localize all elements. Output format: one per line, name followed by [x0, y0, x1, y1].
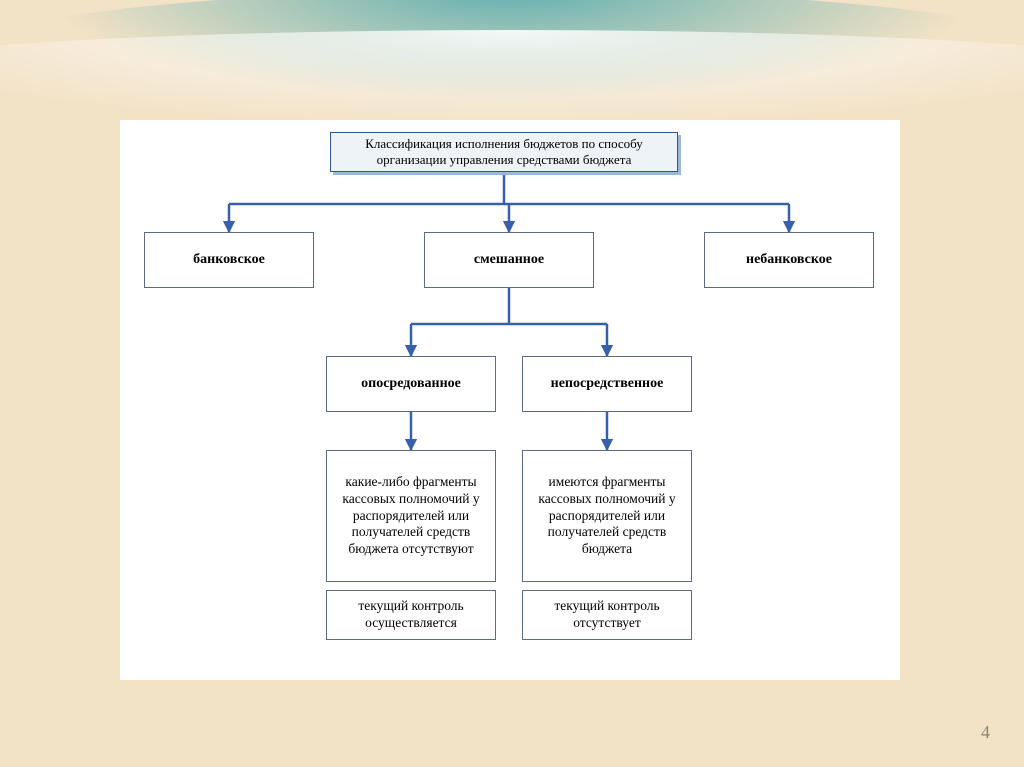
node-direct: непосредственное: [522, 356, 692, 412]
node-mediated_p2: текущий контроль осуществляется: [326, 590, 496, 640]
page-number: 4: [981, 722, 990, 743]
node-direct_p1: имеются фрагменты кассовых полномочий у …: [522, 450, 692, 582]
node-title: Классификация исполнения бюджетов по спо…: [330, 132, 678, 172]
decorative-ribbon: [0, 30, 1024, 130]
diagram-panel: Классификация исполнения бюджетов по спо…: [120, 120, 900, 680]
node-mediated_p1: какие-либо фрагменты кассовых полномочий…: [326, 450, 496, 582]
node-mixed: смешанное: [424, 232, 594, 288]
node-direct_p2: текущий контроль отсутствует: [522, 590, 692, 640]
slide: Классификация исполнения бюджетов по спо…: [0, 0, 1024, 767]
decorative-ribbon: [0, 0, 1024, 120]
tree-diagram: Классификация исполнения бюджетов по спо…: [124, 126, 896, 674]
node-bank: банковское: [144, 232, 314, 288]
node-mediated: опосредованное: [326, 356, 496, 412]
node-nonbank: небанковское: [704, 232, 874, 288]
